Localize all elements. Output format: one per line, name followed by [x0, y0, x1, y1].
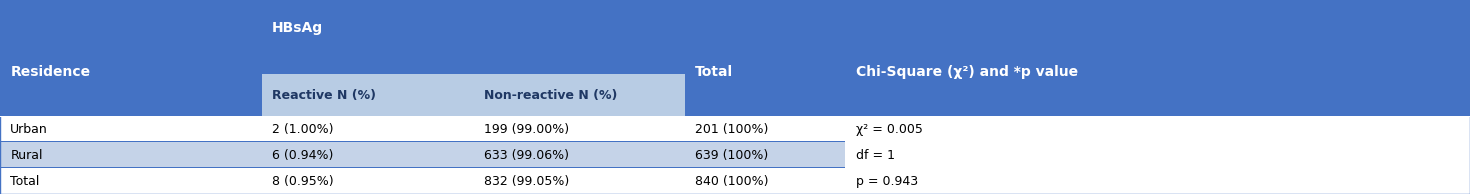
Text: Reactive N (%): Reactive N (%) — [272, 88, 376, 102]
Text: 201 (100%): 201 (100%) — [695, 123, 769, 136]
Bar — [0, 0, 262, 116]
Text: 832 (99.05%): 832 (99.05%) — [484, 175, 569, 188]
Bar — [845, 0, 1470, 116]
Bar — [0, 142, 262, 168]
Text: Non-reactive N (%): Non-reactive N (%) — [484, 88, 617, 102]
Bar — [473, 116, 685, 142]
Bar — [685, 116, 845, 142]
Bar — [0, 116, 1470, 117]
Text: Chi-Square (χ²) and *p value: Chi-Square (χ²) and *p value — [856, 65, 1078, 79]
Bar — [0, 168, 262, 194]
Text: 633 (99.06%): 633 (99.06%) — [484, 149, 569, 162]
Text: Total: Total — [10, 175, 40, 188]
Bar — [0, 167, 845, 168]
Text: 199 (99.00%): 199 (99.00%) — [484, 123, 569, 136]
Bar — [685, 0, 845, 116]
Text: 840 (100%): 840 (100%) — [695, 175, 769, 188]
Text: df = 1: df = 1 — [856, 149, 895, 162]
Bar — [0, 116, 262, 142]
Bar — [262, 0, 685, 74]
Text: p = 0.943: p = 0.943 — [856, 175, 917, 188]
Text: 8 (0.95%): 8 (0.95%) — [272, 175, 334, 188]
Text: Urban: Urban — [10, 123, 49, 136]
Text: Residence: Residence — [10, 65, 91, 79]
Text: 2 (1.00%): 2 (1.00%) — [272, 123, 334, 136]
Text: 6 (0.94%): 6 (0.94%) — [272, 149, 334, 162]
Bar — [262, 142, 473, 168]
Bar — [685, 142, 845, 168]
Bar — [845, 168, 1470, 194]
Bar — [0, 141, 845, 142]
Bar — [473, 168, 685, 194]
Bar — [685, 168, 845, 194]
Bar — [473, 74, 685, 116]
Bar — [262, 116, 473, 142]
Text: 639 (100%): 639 (100%) — [695, 149, 769, 162]
Bar — [473, 142, 685, 168]
Bar — [845, 142, 1470, 168]
Text: Total: Total — [695, 65, 734, 79]
Bar — [262, 168, 473, 194]
Text: HBsAg: HBsAg — [272, 21, 323, 35]
Text: χ² = 0.005: χ² = 0.005 — [856, 123, 922, 136]
Bar — [262, 74, 473, 116]
Text: Rural: Rural — [10, 149, 43, 162]
Bar — [845, 116, 1470, 142]
